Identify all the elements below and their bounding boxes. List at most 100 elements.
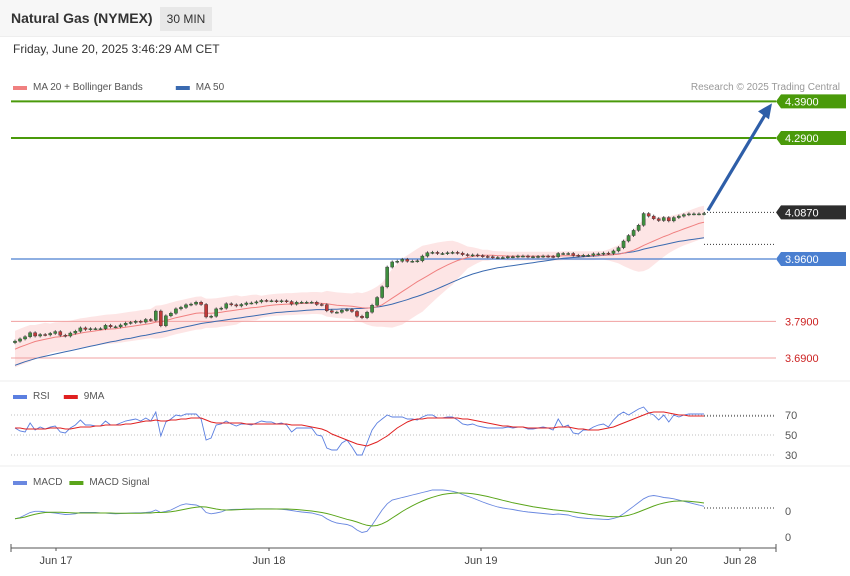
candle-body [385, 266, 389, 288]
candle-body [159, 310, 163, 326]
candle-body [591, 253, 596, 256]
rsi-panel: 70 50 30 [11, 406, 797, 462]
candle-body [350, 309, 354, 312]
candle-body [415, 260, 420, 263]
candle-body [661, 217, 666, 221]
candle-body [480, 255, 485, 257]
candle-body [23, 336, 27, 340]
candle-body [455, 252, 460, 254]
candle-body [209, 316, 213, 318]
candle-body [692, 213, 696, 216]
candle-body [199, 302, 203, 305]
candle-body [380, 286, 384, 298]
candle-body [666, 217, 671, 222]
rsi-legend-swatch-0 [13, 395, 27, 399]
candle-body [330, 310, 334, 313]
candle-body [269, 300, 274, 302]
candle-body [646, 213, 651, 217]
candle-body [440, 253, 445, 255]
candle-body [229, 303, 234, 306]
candle-body [435, 252, 440, 254]
level-label-3: 3.9600 [785, 254, 819, 266]
candle-body [355, 311, 359, 317]
price-tags: 4.3900 4.2900 4.0870 3.9600 3.7900 3.6900 [776, 94, 846, 365]
macd-legend-label-1: MACD Signal [89, 477, 149, 488]
candle-body [179, 307, 183, 310]
candle-body [63, 335, 68, 337]
candle-body [501, 257, 505, 259]
candle-body [128, 322, 133, 324]
candle-body [626, 235, 631, 242]
target-arrow [706, 103, 772, 212]
candle-body [475, 254, 480, 257]
candle-body [576, 255, 581, 257]
bollinger-bands [15, 205, 704, 368]
candle-body [400, 259, 405, 262]
candle-body [154, 310, 158, 321]
candle-body [169, 313, 173, 317]
candle-body [335, 311, 339, 314]
x-tick-label-0: Jun 17 [39, 555, 72, 567]
x-tick-label-4: Jun 28 [723, 555, 756, 567]
candle-body [360, 316, 364, 318]
rsi-tick-30: 30 [785, 450, 797, 462]
rsi-legend-swatch-1 [63, 395, 78, 399]
candle-body [631, 230, 636, 236]
candle-body [28, 332, 32, 337]
level-tag-3 [776, 252, 846, 266]
target-arrow-head [758, 103, 772, 120]
macd-legend-swatch-1 [69, 481, 84, 485]
candle-body [138, 321, 143, 323]
candle-body [224, 303, 229, 309]
candle-body [365, 311, 369, 318]
candle-body [616, 247, 621, 252]
candle-body [93, 328, 98, 330]
candle-body [390, 261, 394, 268]
candle-body [259, 300, 264, 303]
candle-body [68, 332, 73, 337]
candle-body [506, 256, 510, 258]
level-label-5: 3.6900 [785, 353, 819, 365]
candle-body [410, 261, 415, 263]
candle-body [219, 307, 223, 310]
chart-header: Natural Gas (NYMEX) 30 MIN [0, 0, 850, 37]
candle-body [48, 333, 53, 336]
macd-line [14, 489, 705, 533]
rsi-line [14, 406, 704, 456]
candle-body [496, 257, 500, 259]
candle-body [621, 240, 626, 248]
candle-body [13, 340, 17, 343]
candle-body [536, 256, 540, 258]
macd-tick-0: 0 [785, 506, 791, 518]
candle-body [254, 301, 259, 304]
candle-body [264, 300, 269, 302]
price-levels [11, 100, 776, 359]
candle-body [244, 302, 249, 305]
candle-body [470, 254, 475, 257]
level-tag-0 [776, 94, 846, 109]
candle-body [521, 255, 525, 258]
level-label-0: 4.3900 [785, 96, 819, 108]
candle-body [234, 304, 239, 307]
candle-body [551, 256, 555, 258]
candle-body [546, 255, 550, 258]
x-tick-label-3: Jun 20 [654, 555, 687, 567]
macd-tick-1: 0 [785, 532, 791, 544]
main-legend-swatch-0 [13, 86, 27, 90]
timeframe-button[interactable]: 30 MIN [160, 7, 212, 31]
candle-body [325, 304, 329, 311]
candle-body [249, 302, 254, 305]
candle-body [405, 259, 410, 262]
candle-body [702, 213, 706, 215]
candle-body [556, 253, 560, 257]
candle-body [214, 308, 218, 317]
candle-body [601, 252, 606, 255]
candle-body [194, 302, 198, 305]
main-legend-label-1: MA 50 [196, 82, 225, 93]
x-tick-label-1: Jun 18 [252, 555, 285, 567]
candle-body [430, 252, 435, 254]
candle-body [88, 328, 93, 330]
candle-body [420, 255, 425, 262]
candle-body [531, 256, 535, 258]
